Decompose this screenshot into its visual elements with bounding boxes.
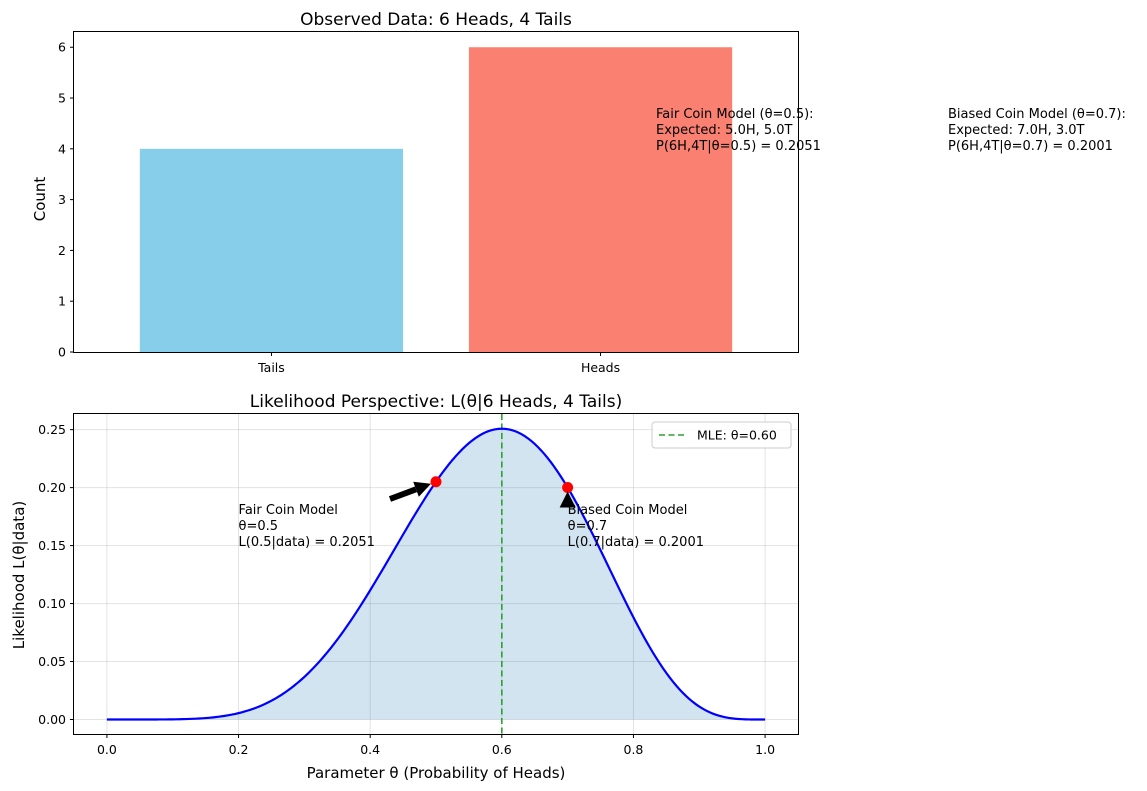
likelihood-y-label: Likelihood L(θ|data) [10,501,28,649]
legend: MLE: θ=0.60 [651,421,792,449]
y-tick-label: 0.15 [38,538,66,553]
likelihood-chart-frame [73,413,799,735]
fair-coin-arrow-shaft [388,486,418,502]
y-tick-label: 3 [58,192,66,207]
bar-chart-x-ticks: Tails Heads [257,352,620,375]
x-tick-label: 0.2 [229,742,249,757]
y-tick-label: 0.20 [38,480,66,495]
x-tick-label: Tails [257,360,285,375]
y-tick-label: 2 [58,243,66,258]
legend-label-mle: MLE: θ=0.60 [697,428,777,443]
y-tick-label: 0.10 [38,596,66,611]
likelihood-x-ticks: 0.0 0.2 0.4 0.6 0.8 1.0 [97,734,775,757]
y-tick-label: 0.00 [38,712,66,727]
y-tick-label: 0.25 [38,422,66,437]
likelihood-annotations: Fair Coin Model θ=0.5 L(0.5|data) = 0.2051… [239,503,704,550]
bar-heads [468,47,733,352]
x-tick-label: 0.4 [360,742,380,757]
x-tick-label: 0.0 [97,742,117,757]
legend-box [651,421,792,449]
fair-coin-annotation: Fair Coin Model (θ=0.5): Expected: 5.0H, … [656,107,821,154]
bar-chart-frame [73,31,799,353]
bar-chart-y-label: Count [31,177,49,222]
biased-coin-annotation: Biased Coin Model (θ=0.7): Expected: 7.0H… [948,107,1126,154]
bar-chart-panel: Observed Data: 6 Heads, 4 Tails 0123456 … [31,10,1126,375]
x-tick-label: 0.8 [624,742,644,757]
x-tick-label: 1.0 [755,742,775,757]
likelihood-points [430,476,574,494]
y-tick-label: 5 [58,91,66,106]
likelihood-arrows [388,481,576,508]
bar-chart-annotations: Fair Coin Model (θ=0.5): Expected: 5.0H, … [656,107,1126,154]
bar-group [139,47,733,352]
fair-coin-label: Fair Coin Model θ=0.5 L(0.5|data) = 0.2051 [239,503,375,550]
likelihood-chart-title: Likelihood Perspective: L(θ|6 Heads, 4 T… [250,392,622,412]
likelihood-chart-panel: Likelihood Perspective: L(θ|6 Heads, 4 T… [10,392,799,782]
bar-chart-title: Observed Data: 6 Heads, 4 Tails [300,10,572,30]
likelihood-x-label: Parameter θ (Probability of Heads) [307,764,566,782]
fair-coin-arrow-head [413,481,431,497]
y-tick-label: 0.05 [38,654,66,669]
likelihood-y-ticks: 0.00 0.05 0.10 0.15 0.20 0.25 [38,422,74,727]
biased-coin-point [562,482,574,494]
x-tick-label: Heads [581,360,620,375]
bar-chart-y-ticks: 0 1 2 3 4 5 6 [58,40,74,360]
x-tick-label: 0.6 [492,742,512,757]
y-tick-label: 4 [58,141,66,156]
biased-coin-label: Biased Coin Model θ=0.7 L(0.7|data) = 0.20… [568,503,704,550]
bar-tails [139,148,404,352]
y-tick-label: 6 [58,40,66,55]
likelihood-area-fill [106,428,766,720]
y-tick-label: 1 [58,294,66,309]
biased-coin-arrow-head [559,491,576,508]
y-tick-label: 0 [58,345,66,360]
fair-coin-point [430,476,442,488]
